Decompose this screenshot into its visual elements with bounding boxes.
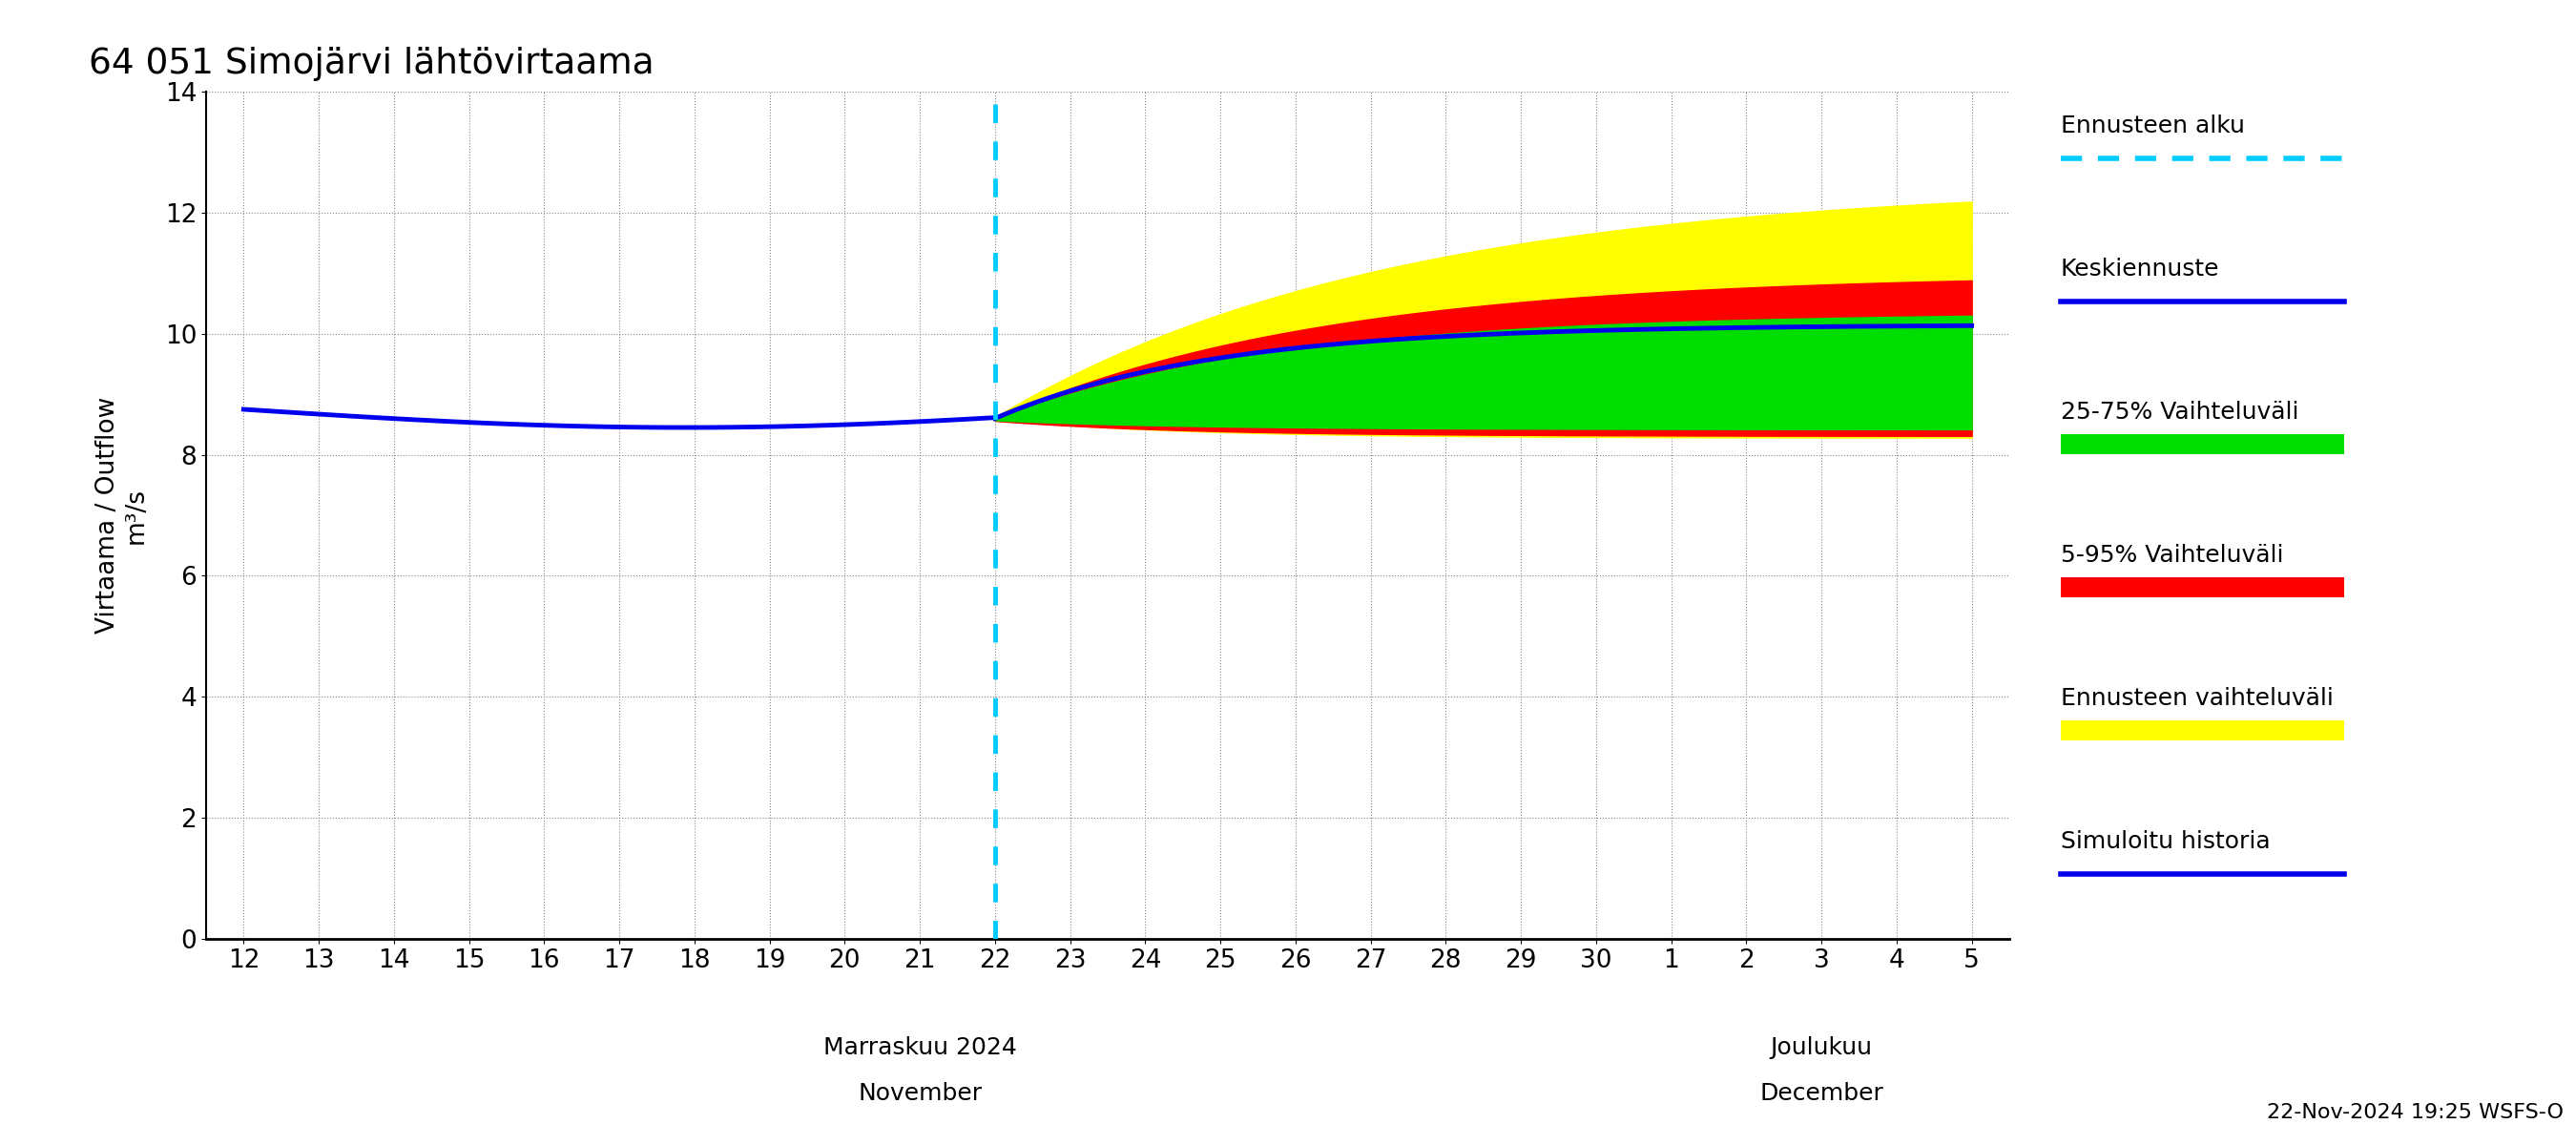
Text: Keskiennuste: Keskiennuste bbox=[2061, 258, 2221, 281]
Text: 5-95% Vaihteluväli: 5-95% Vaihteluväli bbox=[2061, 544, 2282, 567]
Text: Joulukuu: Joulukuu bbox=[1770, 1036, 1873, 1059]
Text: 64 051 Simojärvi lähtövirtaama: 64 051 Simojärvi lähtövirtaama bbox=[88, 46, 654, 80]
Y-axis label: Virtaama / Outflow
m³/s: Virtaama / Outflow m³/s bbox=[95, 397, 149, 633]
Text: Ennusteen vaihteluväli: Ennusteen vaihteluväli bbox=[2061, 687, 2334, 710]
Text: Ennusteen alku: Ennusteen alku bbox=[2061, 114, 2244, 137]
Text: 25-75% Vaihteluväli: 25-75% Vaihteluväli bbox=[2061, 401, 2298, 424]
Text: 22-Nov-2024 19:25 WSFS-O: 22-Nov-2024 19:25 WSFS-O bbox=[2267, 1103, 2563, 1122]
Text: November: November bbox=[858, 1082, 981, 1105]
Text: Marraskuu 2024: Marraskuu 2024 bbox=[824, 1036, 1018, 1059]
Text: Simuloitu historia: Simuloitu historia bbox=[2061, 830, 2269, 853]
Text: December: December bbox=[1759, 1082, 1883, 1105]
